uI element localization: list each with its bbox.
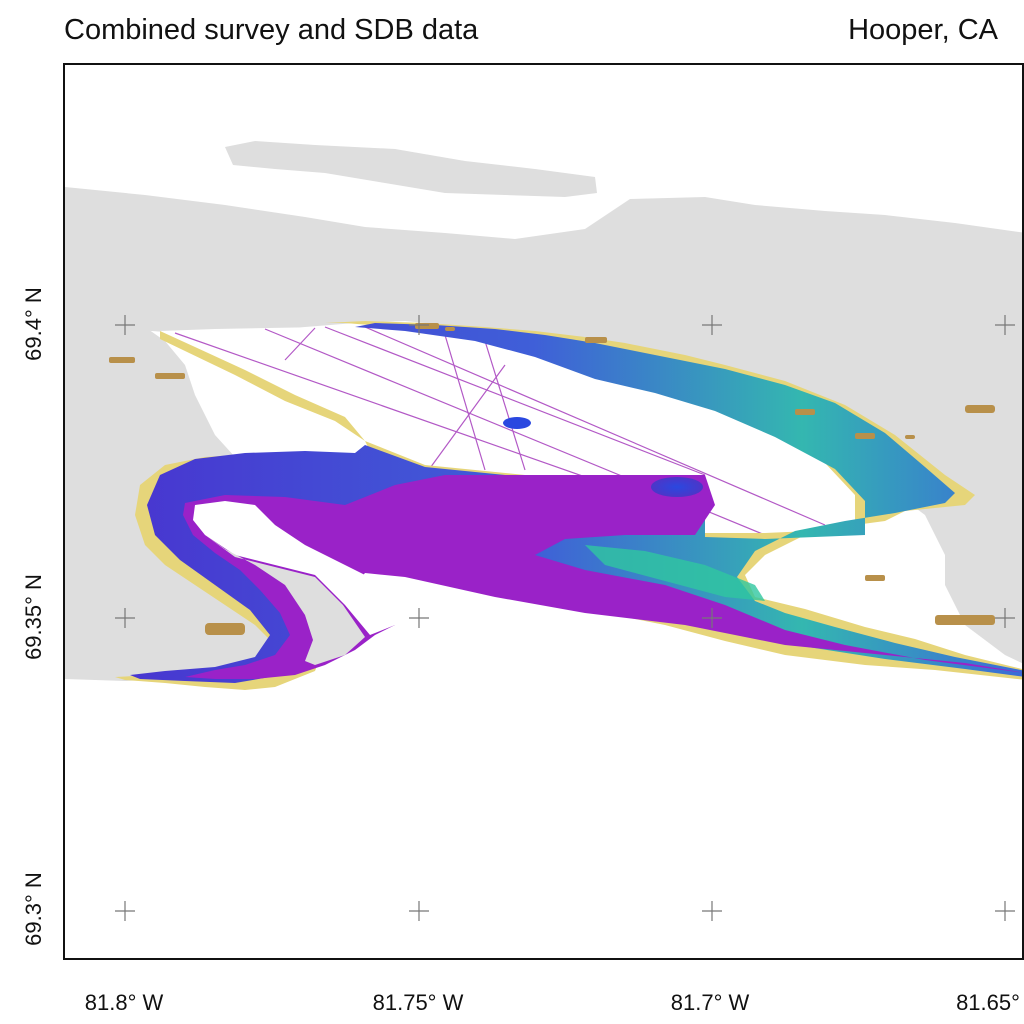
- y-tick-label: 69.4° N: [21, 287, 46, 361]
- map-title: Combined survey and SDB data: [64, 14, 479, 46]
- channel-gap-land: [205, 535, 365, 665]
- x-tick-label: 81.7° W: [670, 990, 750, 1015]
- y-tick-label: 69.3° N: [21, 872, 46, 946]
- shallow-shoal: [585, 545, 765, 601]
- channel-gap-white: [193, 501, 405, 635]
- bathymetry-map: [65, 141, 1022, 921]
- deep-channel: [183, 475, 1022, 679]
- x-tick-label: 81.8° W: [84, 990, 164, 1015]
- x-tick-label: 81.75° W: [372, 990, 464, 1015]
- land-island: [225, 141, 597, 197]
- land-north: [65, 187, 1022, 664]
- deep-hole-small: [503, 417, 531, 429]
- y-tick-label: 69.35° N: [21, 574, 46, 660]
- grid-crosses: [115, 315, 1015, 921]
- survey-area: [160, 325, 865, 541]
- intertidal-patches: [109, 323, 995, 635]
- map-panel[interactable]: [63, 63, 1024, 960]
- x-tick-label: 81.65°: [956, 990, 1020, 1015]
- map-location-label: Hooper, CA: [848, 14, 998, 46]
- deep-hole: [651, 477, 703, 497]
